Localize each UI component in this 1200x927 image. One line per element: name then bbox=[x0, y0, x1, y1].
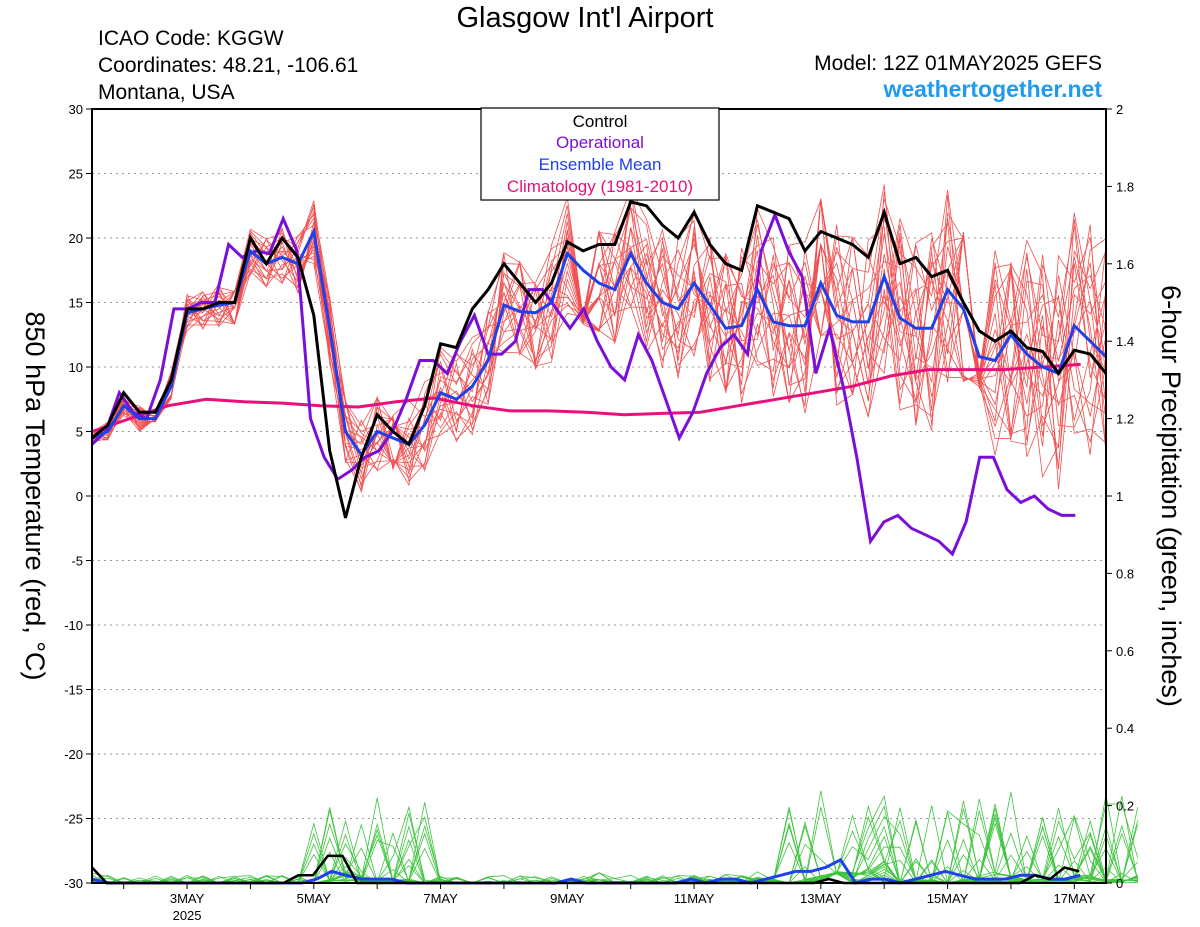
right-tick-label: 0.6 bbox=[1116, 644, 1134, 659]
left-tick-label: 15 bbox=[69, 296, 83, 311]
left-tick-label: -15 bbox=[64, 683, 83, 698]
temperature-member-line bbox=[91, 224, 1107, 483]
region: Montana, USA bbox=[98, 81, 235, 104]
right-tick-label: 0.4 bbox=[1116, 721, 1134, 736]
right-tick-label: 1 bbox=[1116, 489, 1123, 504]
left-tick-label: -30 bbox=[64, 876, 83, 891]
right-tick-label: 0 bbox=[1116, 876, 1123, 891]
plot-frame bbox=[91, 108, 1107, 884]
right-axis-label: 6-hour Precipitation (green, inches) bbox=[1156, 285, 1186, 707]
temperature-member-line bbox=[91, 224, 1107, 479]
x-axis-ticks: 3MAY 2025 5MAY 7MAY 9MAY 11MAY 13MAY 15MAY 17MAY bbox=[123, 883, 1095, 923]
x-tick-label: 9MAY bbox=[550, 891, 585, 906]
right-tick-label: 1.4 bbox=[1116, 334, 1134, 349]
temperature-member-line bbox=[91, 212, 1107, 445]
x-tick-year: 2025 bbox=[173, 908, 202, 923]
left-tick-label: -25 bbox=[64, 812, 83, 827]
x-tick-label: 11MAY bbox=[674, 891, 715, 906]
right-tick-label: 1.8 bbox=[1116, 179, 1134, 194]
icao-code: ICAO Code: KGGW bbox=[98, 27, 284, 50]
x-tick-label: 15MAY bbox=[927, 891, 969, 906]
right-axis-ticks: 2 1.8 1.6 1.4 1.2 1 0.8 0.6 0.4 0.2 0 bbox=[1106, 102, 1134, 891]
legend-control: Control bbox=[573, 112, 628, 131]
right-tick-label: 0.8 bbox=[1116, 566, 1134, 581]
legend-operational: Operational bbox=[556, 133, 644, 152]
grid-lines bbox=[92, 173, 1106, 819]
left-tick-label: 5 bbox=[76, 425, 83, 440]
x-tick-label: 13MAY bbox=[800, 891, 842, 906]
ensemble-mean-line bbox=[91, 226, 1108, 458]
left-tick-label: 20 bbox=[69, 231, 83, 246]
right-tick-label: 0.2 bbox=[1116, 799, 1134, 814]
plot-border bbox=[91, 108, 1107, 884]
x-tick-label: 7MAY bbox=[423, 891, 458, 906]
legend: Control Operational Ensemble Mean Climat… bbox=[480, 107, 720, 201]
coordinates: Coordinates: 48.21, -106.61 bbox=[98, 54, 359, 77]
x-tick-label: 5MAY bbox=[297, 891, 332, 906]
left-tick-label: -5 bbox=[71, 554, 83, 569]
right-tick-label: 2 bbox=[1116, 102, 1123, 117]
left-tick-label: 30 bbox=[69, 102, 83, 117]
left-tick-label: 0 bbox=[76, 489, 83, 504]
left-axis-label: 850 hPa Temperature (red, °C) bbox=[20, 312, 50, 681]
left-tick-label: -10 bbox=[64, 618, 83, 633]
temperature-member-line bbox=[91, 206, 1107, 468]
chart-title: Glasgow Int'l Airport bbox=[456, 2, 714, 34]
model-run: Model: 12Z 01MAY2025 GEFS bbox=[814, 52, 1102, 75]
left-axis-ticks: 30 25 20 15 10 5 0 -5 -10 -15 -20 -25 -30 bbox=[64, 102, 92, 891]
x-tick-label: 3MAY bbox=[170, 891, 205, 906]
left-tick-label: -20 bbox=[64, 747, 83, 762]
site-link[interactable]: weathertogether.net bbox=[883, 76, 1102, 102]
temperature-member-line bbox=[91, 208, 1107, 469]
legend-ensemble-mean: Ensemble Mean bbox=[539, 155, 662, 174]
right-tick-label: 1.6 bbox=[1116, 257, 1134, 272]
left-tick-label: 10 bbox=[69, 360, 83, 375]
left-tick-label: 25 bbox=[69, 167, 83, 182]
control-line bbox=[91, 200, 1108, 519]
right-tick-label: 1.2 bbox=[1116, 412, 1134, 427]
legend-climatology: Climatology (1981-2010) bbox=[507, 177, 693, 196]
operational-line bbox=[90, 210, 1076, 557]
temperature-member-lines bbox=[91, 184, 1107, 494]
precip-member-lines bbox=[91, 790, 1139, 885]
x-tick-label: 17MAY bbox=[1053, 891, 1095, 906]
climatology-line bbox=[91, 362, 1081, 433]
